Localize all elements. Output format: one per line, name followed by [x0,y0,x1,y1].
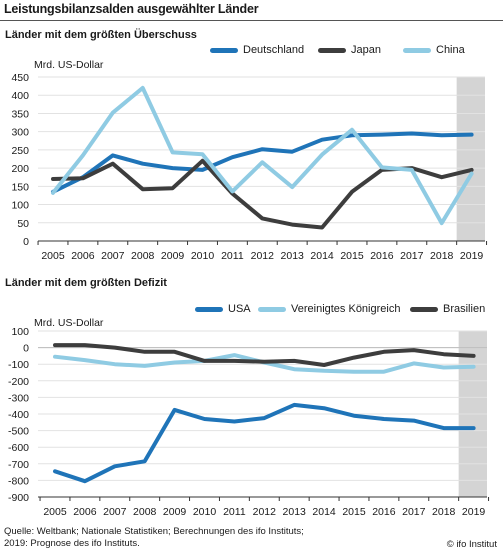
x-tick-label-surplus: 2018 [430,250,454,262]
legend-swatch-japan [318,47,346,53]
y-tick-label-surplus: 50 [17,218,29,230]
y-tick-label-surplus: 150 [11,181,29,193]
y-tick-label-surplus: 0 [23,236,29,248]
x-tick-label-surplus: 2014 [310,250,334,262]
forecast-band-surplus [456,77,485,241]
x-tick-label-deficit: 2016 [372,506,396,518]
panel-title-surplus: Länder mit dem größten Überschuss [5,29,197,41]
x-tick-label-deficit: 2017 [402,506,426,518]
y-tick-label-deficit: 0 [23,343,29,355]
x-tick-label-surplus: 2019 [460,250,484,262]
series-line-deutschland [51,131,474,194]
x-tick-label-surplus: 2010 [191,250,215,262]
legend-swatch-uk [258,306,286,312]
y-tick-label-surplus: 400 [11,90,29,102]
x-tick-label-deficit: 2015 [342,506,366,518]
legend-swatch-china [403,47,431,53]
y-axis-label-surplus: Mrd. US-Dollar [34,59,104,71]
legend-label-japan: Japan [351,44,381,56]
legend-swatch-brasilien [410,306,438,312]
y-tick-label-surplus: 250 [11,145,29,157]
legend-item-usa: USA [195,303,251,315]
y-tick-label-deficit: -500 [8,426,29,438]
legend-item-china: China [403,44,465,56]
source-line-1: Quelle: Weltbank; Nationale Statistiken;… [4,526,304,537]
legend-item-japan: Japan [318,44,381,56]
legend-item-brasilien: Brasilien [410,303,485,315]
legend-label-deutschland: Deutschland [243,44,305,56]
legend-swatch-deutschland [210,47,238,53]
x-tick-label-surplus: 2015 [340,250,364,262]
x-tick-label-deficit: 2007 [103,506,127,518]
y-tick-label-deficit: -400 [8,409,29,421]
legend-label-brasilien: Brasilien [443,303,486,315]
x-tick-label-surplus: 2006 [71,250,95,262]
x-tick-label-surplus: 2005 [41,250,65,262]
legend-swatch-usa [195,306,223,312]
x-tick-label-deficit: 2011 [223,506,246,518]
series-line-brasilien [53,343,476,367]
x-tick-label-surplus: 2013 [281,250,305,262]
legend-label-china: China [436,44,465,56]
y-tick-label-deficit: -900 [8,492,29,504]
x-tick-label-surplus: 2009 [161,250,185,262]
y-tick-label-surplus: 350 [11,108,29,120]
x-tick-label-deficit: 2012 [253,506,277,518]
y-axis-label-deficit: Mrd. US-Dollar [34,317,104,329]
y-tick-label-surplus: 300 [11,127,29,139]
y-tick-label-surplus: 100 [11,200,29,212]
x-tick-label-deficit: 2013 [283,506,307,518]
y-tick-label-surplus: 200 [11,163,29,175]
x-tick-label-deficit: 2014 [312,506,336,518]
y-tick-label-deficit: -300 [8,392,29,404]
y-tick-label-deficit: -800 [8,475,29,487]
x-tick-label-deficit: 2009 [163,506,187,518]
y-tick-label-surplus: 450 [11,72,29,84]
x-tick-label-surplus: 2011 [221,250,244,262]
x-tick-label-surplus: 2017 [400,250,424,262]
x-tick-label-deficit: 2006 [73,506,97,518]
series-line-china [51,85,474,226]
x-tick-label-deficit: 2010 [193,506,217,518]
source-line-2: 2019: Prognose des ifo Instituts. [4,538,140,549]
legend-item-deutschland: Deutschland [210,44,304,56]
x-tick-label-surplus: 2007 [101,250,125,262]
x-tick-label-deficit: 2018 [432,506,456,518]
y-tick-label-deficit: -200 [8,376,29,388]
legend-item-uk: Vereinigtes Königreich [258,303,400,315]
x-tick-label-deficit: 2008 [133,506,157,518]
y-tick-label-deficit: -700 [8,459,29,471]
legend-label-uk: Vereinigtes Königreich [291,303,401,315]
x-tick-label-surplus: 2012 [251,250,275,262]
x-tick-label-surplus: 2016 [370,250,394,262]
source-note: Quelle: Weltbank; Nationale Statistiken;… [4,526,304,550]
copyright-note: © ifo Institut [446,539,497,550]
title-divider [0,20,503,21]
x-tick-label-deficit: 2019 [462,506,486,518]
y-tick-label-deficit: -100 [8,359,29,371]
panel-title-deficit: Länder mit dem größten Defizit [5,277,167,289]
x-tick-label-surplus: 2008 [131,250,155,262]
series-line-usa [53,402,476,484]
chart-title: Leistungsbilanzsalden ausgewählter Lände… [4,2,259,16]
x-tick-label-deficit: 2005 [43,506,67,518]
y-tick-label-deficit: 100 [11,326,29,338]
y-tick-label-deficit: -600 [8,442,29,454]
legend-label-usa: USA [228,303,251,315]
